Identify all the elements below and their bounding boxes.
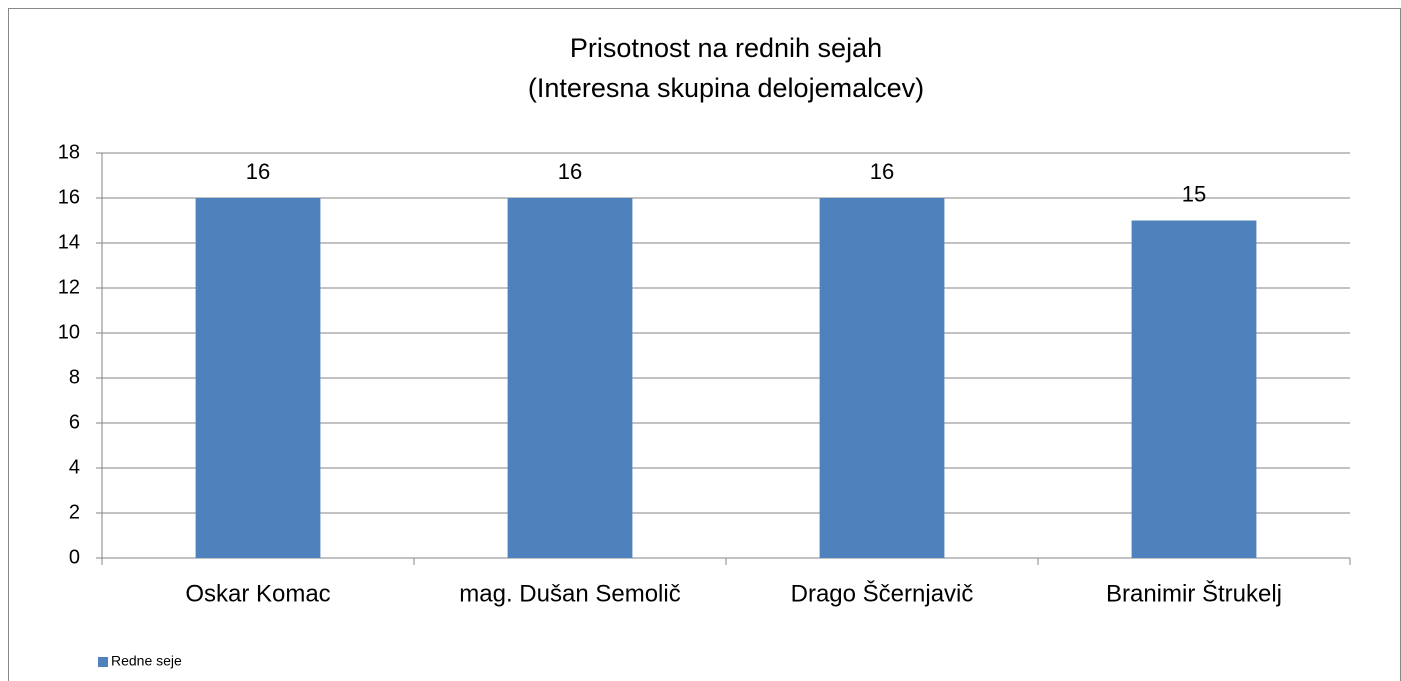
data-label: 16: [870, 159, 894, 184]
x-tick-label: mag. Dušan Semolič: [459, 580, 680, 607]
data-label: 15: [1182, 181, 1206, 206]
bar: [1131, 220, 1257, 558]
y-tick-label: 2: [69, 501, 80, 523]
chart-title: Prisotnost na rednih sejah: [570, 33, 882, 63]
bar: [507, 198, 633, 558]
y-tick-label: 16: [58, 186, 80, 208]
legend-label: Redne seje: [111, 653, 182, 669]
y-tick-label: 14: [58, 231, 80, 253]
y-tick-label: 8: [69, 366, 80, 388]
chart-title: (Interesna skupina delojemalcev): [528, 73, 924, 103]
y-tick-label: 18: [58, 141, 80, 163]
legend-swatch: [98, 657, 108, 667]
data-label: 16: [246, 159, 270, 184]
y-tick-label: 10: [58, 321, 80, 343]
y-tick-label: 6: [69, 411, 80, 433]
y-tick-label: 12: [58, 276, 80, 298]
bar: [195, 198, 321, 558]
y-tick-label: 0: [69, 546, 80, 568]
y-tick-label: 4: [69, 456, 80, 478]
data-label: 16: [558, 159, 582, 184]
x-tick-label: Drago Ščernjavič: [791, 579, 974, 607]
x-tick-label: Oskar Komac: [185, 580, 330, 607]
x-tick-label: Branimir Štrukelj: [1106, 579, 1282, 607]
bar: [819, 198, 945, 558]
